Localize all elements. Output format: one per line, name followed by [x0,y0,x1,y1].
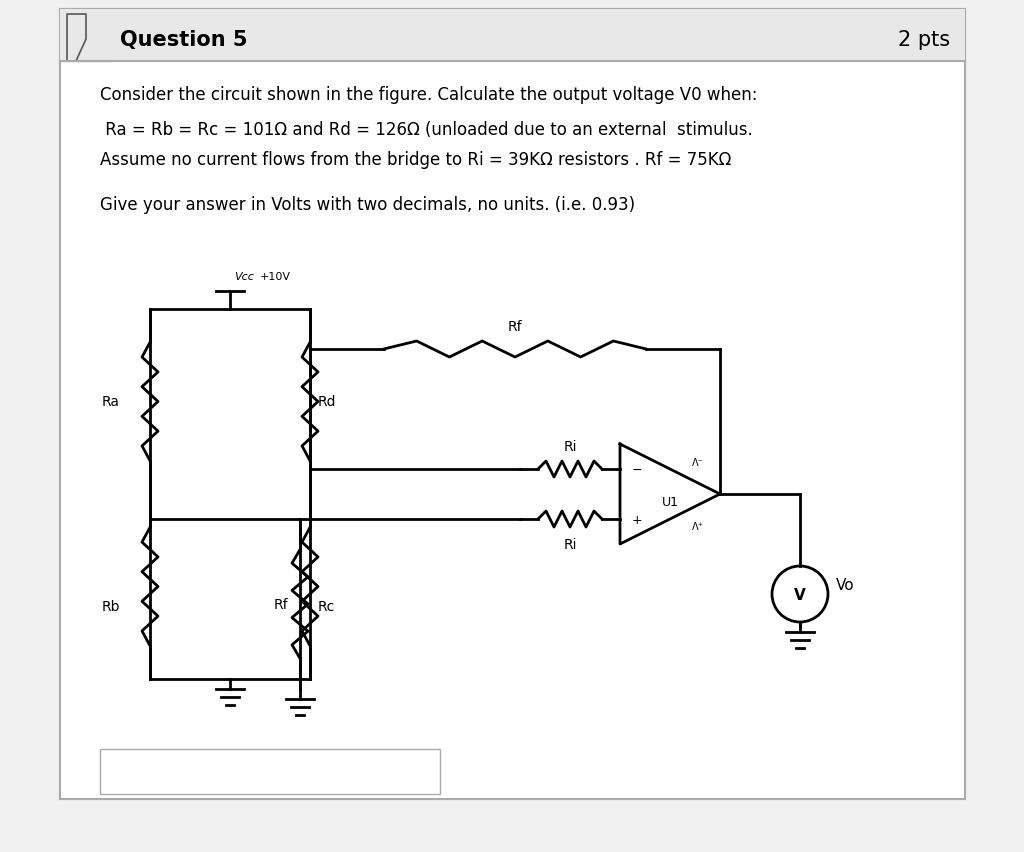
Text: Rf: Rf [273,597,288,611]
Text: Λ⁻: Λ⁻ [692,458,703,468]
Text: +10V: +10V [260,272,291,282]
Text: +: + [632,513,643,526]
Text: Rc: Rc [318,599,335,613]
Text: 2 pts: 2 pts [898,30,950,50]
Text: Consider the circuit shown in the figure. Calculate the output voltage V0 when:: Consider the circuit shown in the figure… [100,86,758,104]
Text: Rf: Rf [508,320,522,334]
Text: Vo: Vo [836,577,855,592]
Text: −: − [632,463,642,476]
Text: Ra: Ra [102,394,120,408]
Text: Ri: Ri [563,538,577,551]
Text: Assume no current flows from the bridge to Ri = 39KΩ resistors . Rf = 75KΩ: Assume no current flows from the bridge … [100,151,731,169]
Text: Question 5: Question 5 [120,30,248,50]
FancyBboxPatch shape [60,10,965,799]
Text: Ri: Ri [563,440,577,453]
Text: Give your answer in Volts with two decimals, no units. (i.e. 0.93): Give your answer in Volts with two decim… [100,196,635,214]
FancyBboxPatch shape [60,10,965,62]
Text: Ra = Rb = Rc = 101Ω and Rd = 126Ω (unloaded due to an external  stimulus.: Ra = Rb = Rc = 101Ω and Rd = 126Ω (unloa… [100,121,753,139]
Text: U1: U1 [662,496,679,509]
Text: Rb: Rb [101,599,120,613]
Text: V: V [795,587,806,602]
Text: Rd: Rd [318,394,337,408]
FancyBboxPatch shape [100,749,440,794]
Text: Vcc: Vcc [234,272,254,282]
FancyBboxPatch shape [60,10,112,62]
Text: Λ⁺: Λ⁺ [692,521,703,532]
